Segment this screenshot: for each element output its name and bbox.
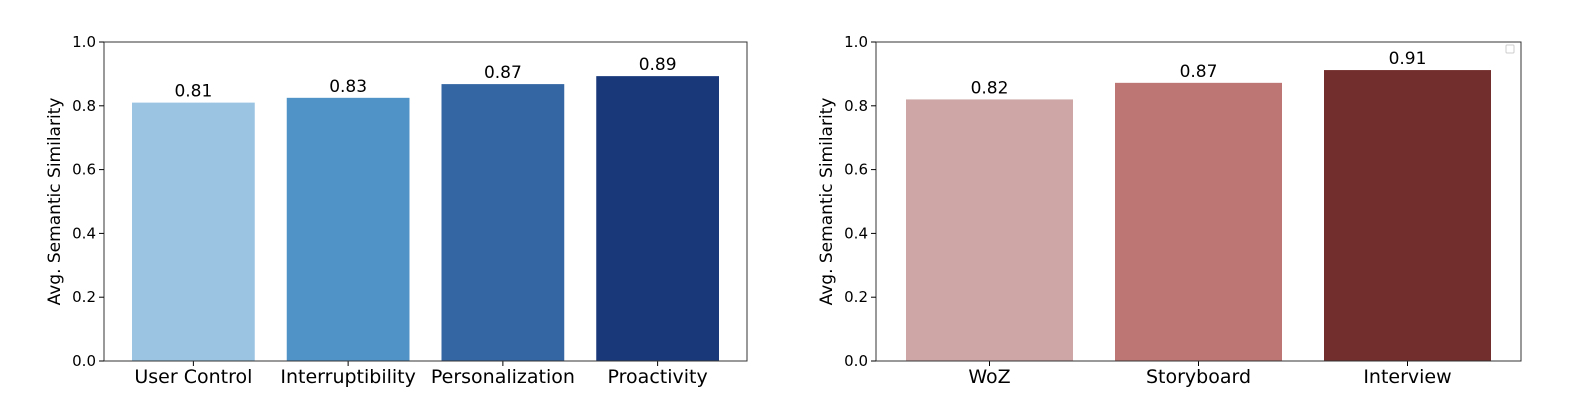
bar-interview (1324, 70, 1491, 362)
x-tick-label: Storyboard (1146, 366, 1251, 388)
y-tick-label: 0.4 (72, 224, 96, 242)
bar-user-control (132, 102, 255, 362)
y-axis-title: Avg. Semantic Similarity (817, 98, 837, 306)
y-tick-label: 0.2 (844, 288, 868, 306)
y-tick-label: 1.0 (844, 33, 868, 51)
value-label: 0.87 (484, 63, 522, 83)
y-tick-label: 0.0 (844, 352, 868, 370)
y-tick-label: 0.0 (72, 352, 96, 370)
plot-frame (875, 41, 1522, 362)
value-label: 0.91 (1389, 49, 1427, 69)
y-tick-label: 0.2 (72, 288, 96, 306)
chart-left: 0.81 User Control 0.83 Interruptibility 0.87… (45, 33, 748, 388)
bar-personalization (441, 84, 565, 361)
bar-proactivity (596, 76, 719, 362)
x-tick-label: User Control (134, 366, 252, 388)
x-tick-label: WoZ (968, 366, 1010, 388)
y-tick-label: 0.6 (844, 161, 868, 179)
value-label: 0.81 (174, 82, 212, 102)
x-tick-label: Personalization (431, 366, 575, 388)
value-label: 0.87 (1180, 62, 1218, 82)
chart-right: 0.82 WoZ 0.87 Storyboard 0.91 Interview 0.0 0.2… (817, 33, 1522, 388)
legend-box (1505, 44, 1515, 54)
x-tick-label: Proactivity (608, 366, 708, 388)
y-tick-label: 0.6 (72, 161, 96, 179)
bar-interruptibility (286, 97, 410, 361)
value-label: 0.83 (329, 77, 367, 97)
y-tick-label: 0.4 (844, 224, 868, 242)
bar-woz (906, 99, 1073, 362)
plot-frame (103, 41, 748, 362)
x-tick-label: Interruptibility (280, 366, 416, 388)
bar-storyboard (1115, 82, 1282, 361)
x-tick-label: Interview (1363, 366, 1451, 388)
y-tick-label: 1.0 (72, 33, 96, 51)
y-tick-label: 0.8 (844, 97, 868, 115)
value-label: 0.89 (639, 55, 677, 75)
y-tick-label: 0.8 (72, 97, 96, 115)
y-axis-title: Avg. Semantic Similarity (45, 98, 65, 306)
value-label: 0.82 (971, 78, 1009, 98)
